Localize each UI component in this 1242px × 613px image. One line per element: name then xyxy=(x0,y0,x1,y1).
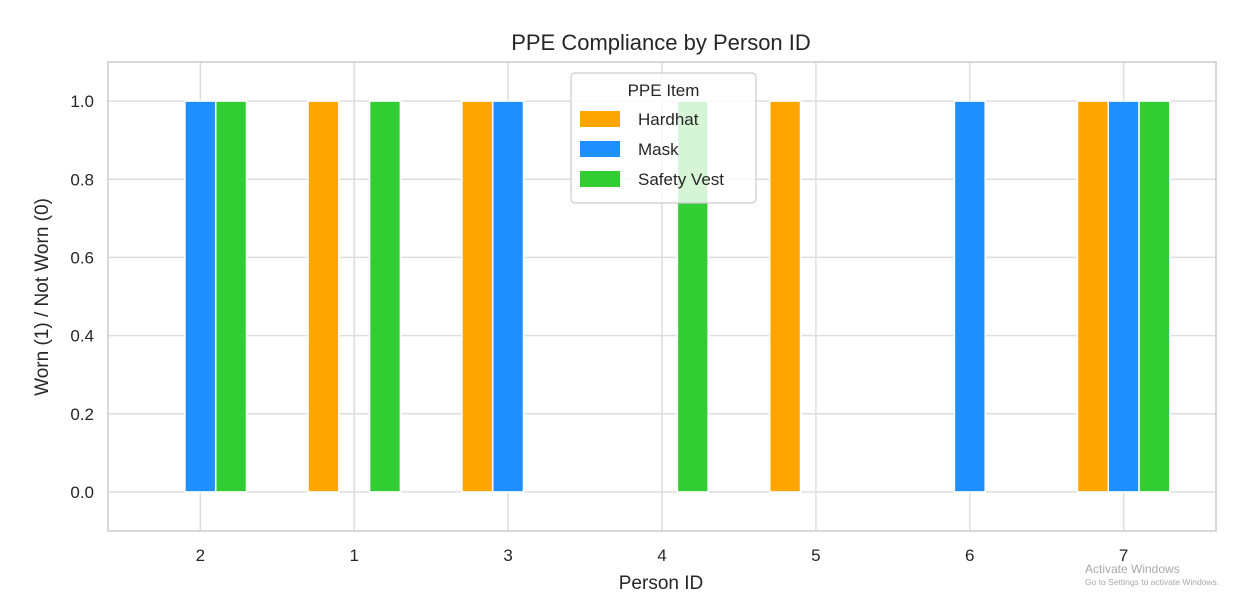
legend: PPE Item Hardhat Mask Safety Vest xyxy=(570,72,757,204)
legend-title: PPE Item xyxy=(628,81,700,100)
bar-mask xyxy=(184,100,217,493)
watermark-title: Activate Windows xyxy=(1085,562,1180,576)
x-tick-label: 4 xyxy=(657,546,666,565)
legend-swatch xyxy=(580,141,620,157)
x-tick-label: 1 xyxy=(349,546,358,565)
y-tick-label: 0.4 xyxy=(70,327,94,346)
x-tick-label: 2 xyxy=(196,546,205,565)
legend-label: Mask xyxy=(638,140,679,159)
activate-windows-watermark: Activate Windows Go to Settings to activ… xyxy=(1085,562,1219,588)
y-tick-label: 0.6 xyxy=(70,248,94,267)
chart-title: PPE Compliance by Person ID xyxy=(511,30,811,55)
bar-hardhat xyxy=(768,100,802,493)
bar-mask xyxy=(491,100,525,493)
y-tick-label: 0.0 xyxy=(70,483,94,502)
legend-box xyxy=(570,72,757,204)
bar-safety-vest xyxy=(214,100,248,493)
y-tick-label: 0.2 xyxy=(70,405,94,424)
legend-swatch xyxy=(580,111,620,127)
legend-label: Hardhat xyxy=(638,110,699,129)
bar-mask xyxy=(953,100,986,493)
y-tick-label: 1.0 xyxy=(70,92,94,111)
watermark-subtitle: Go to Settings to activate Windows. xyxy=(1085,577,1220,587)
x-tick-label: 7 xyxy=(1119,546,1128,565)
y-tick-label: 0.8 xyxy=(70,170,94,189)
bar-safety-vest xyxy=(368,100,402,493)
x-axis-label: Person ID xyxy=(619,573,703,594)
y-axis-label: Worn (1) / Not Worn (0) xyxy=(32,198,53,396)
bar-hardhat xyxy=(461,100,494,493)
legend-label: Safety Vest xyxy=(638,170,724,189)
x-tick-label: 3 xyxy=(503,546,512,565)
y-axis-ticks: 0.0 0.2 0.4 0.6 0.8 1.0 xyxy=(70,92,94,502)
bar-mask xyxy=(1107,100,1140,493)
plot-frame xyxy=(107,61,1217,532)
x-tick-label: 5 xyxy=(811,546,820,565)
x-axis-ticks: 2 1 3 4 5 6 7 xyxy=(196,546,1129,565)
bars xyxy=(184,100,1171,493)
bar-hardhat xyxy=(307,100,340,493)
legend-swatch xyxy=(580,171,620,187)
bar-hardhat xyxy=(1076,100,1110,493)
bar-safety-vest xyxy=(1138,100,1171,493)
x-tick-label: 6 xyxy=(965,546,974,565)
